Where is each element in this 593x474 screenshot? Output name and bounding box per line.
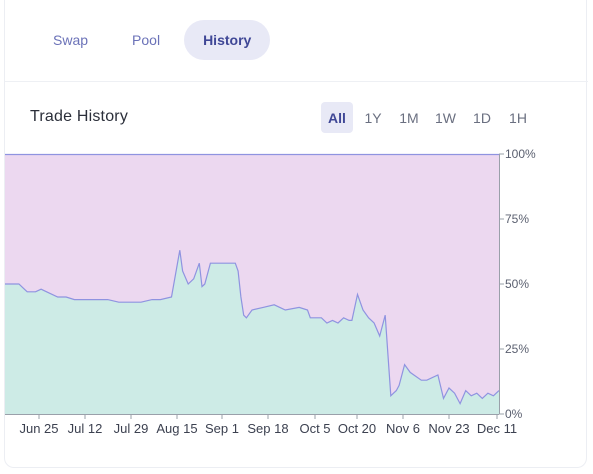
history-card: Swap Pool History (4, 0, 588, 468)
range-all-button[interactable]: All (321, 102, 353, 133)
range-1h-button[interactable]: 1H (509, 109, 527, 126)
range-1m-button[interactable]: 1M (399, 109, 419, 126)
tab-pool[interactable]: Pool (132, 32, 161, 48)
tab-swap[interactable]: Swap (53, 32, 89, 48)
section-divider (5, 81, 588, 82)
range-1y-button[interactable]: 1Y (364, 109, 382, 126)
tab-history[interactable]: History (184, 20, 271, 60)
range-1d-button[interactable]: 1D (473, 109, 491, 126)
tab-bar: Swap Pool History (33, 20, 271, 60)
range-1w-button[interactable]: 1W (435, 109, 456, 126)
section-title: Trade History (30, 108, 129, 125)
range-selector: All 1Y 1M 1W 1D 1H (321, 102, 538, 133)
